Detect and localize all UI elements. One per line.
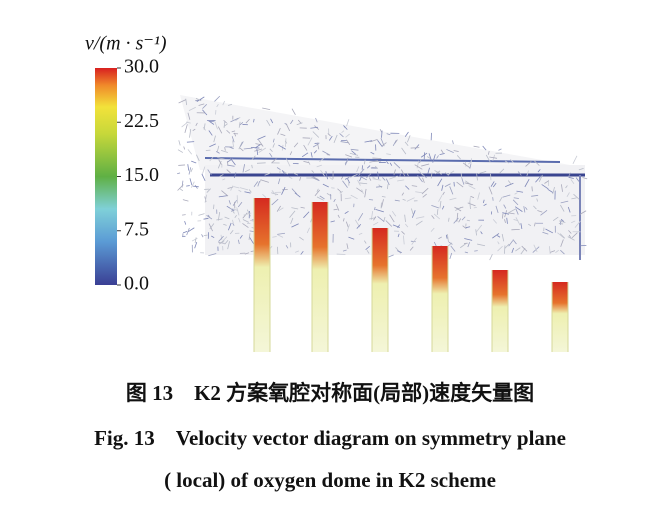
vector xyxy=(188,164,189,170)
tick-label: 30.0 xyxy=(124,56,159,78)
vector xyxy=(179,140,180,145)
vector xyxy=(187,142,194,143)
vector xyxy=(498,149,501,151)
caption-en-line: ( local) of oxygen dome in K2 scheme xyxy=(164,468,496,492)
vector xyxy=(191,161,196,163)
tick-label: 7.5 xyxy=(124,218,149,240)
caption-cn: 图 13 K2 方案氧腔对称面(局部)速度矢量图 xyxy=(126,381,534,405)
vector xyxy=(532,186,533,191)
vector xyxy=(178,150,183,153)
vector xyxy=(334,209,338,210)
vector xyxy=(191,168,193,172)
colorbar-title: v/(m · s⁻¹) xyxy=(85,33,167,55)
vector xyxy=(198,214,204,216)
vector xyxy=(262,108,270,110)
vector xyxy=(177,173,180,174)
vector xyxy=(178,185,184,191)
vector xyxy=(183,231,187,233)
vector xyxy=(202,174,205,181)
vector xyxy=(292,109,295,115)
tick-label: 0.0 xyxy=(124,273,149,295)
vector xyxy=(185,124,187,133)
colorbar-ticks: 30.0 22.5 15.0 7.5 0.0 xyxy=(117,56,159,295)
injector xyxy=(432,246,448,352)
vector xyxy=(452,140,453,144)
vector xyxy=(182,215,186,216)
vector xyxy=(193,186,199,187)
vector xyxy=(214,96,219,101)
vector xyxy=(195,237,196,243)
vector xyxy=(573,156,577,164)
vector xyxy=(189,167,191,174)
vector xyxy=(188,149,192,154)
vector xyxy=(186,186,190,187)
vector xyxy=(201,234,203,237)
colorbar xyxy=(95,68,117,285)
injector xyxy=(372,228,388,352)
caption-en-line: Fig. 13 Velocity vector diagram on symme… xyxy=(94,426,566,450)
vector xyxy=(474,146,480,147)
injector xyxy=(492,270,508,352)
vector xyxy=(192,238,197,241)
injector xyxy=(552,282,568,352)
vector xyxy=(182,181,183,188)
vector xyxy=(372,158,381,159)
vector xyxy=(504,245,505,253)
vector xyxy=(184,146,185,149)
tick-label: 22.5 xyxy=(124,110,159,132)
injector xyxy=(312,202,328,352)
vector xyxy=(490,254,493,260)
vector xyxy=(461,173,462,179)
tick-label: 15.0 xyxy=(124,164,159,186)
vector xyxy=(190,178,192,185)
injector xyxy=(254,198,270,352)
vector xyxy=(185,221,186,224)
vector xyxy=(183,200,189,202)
